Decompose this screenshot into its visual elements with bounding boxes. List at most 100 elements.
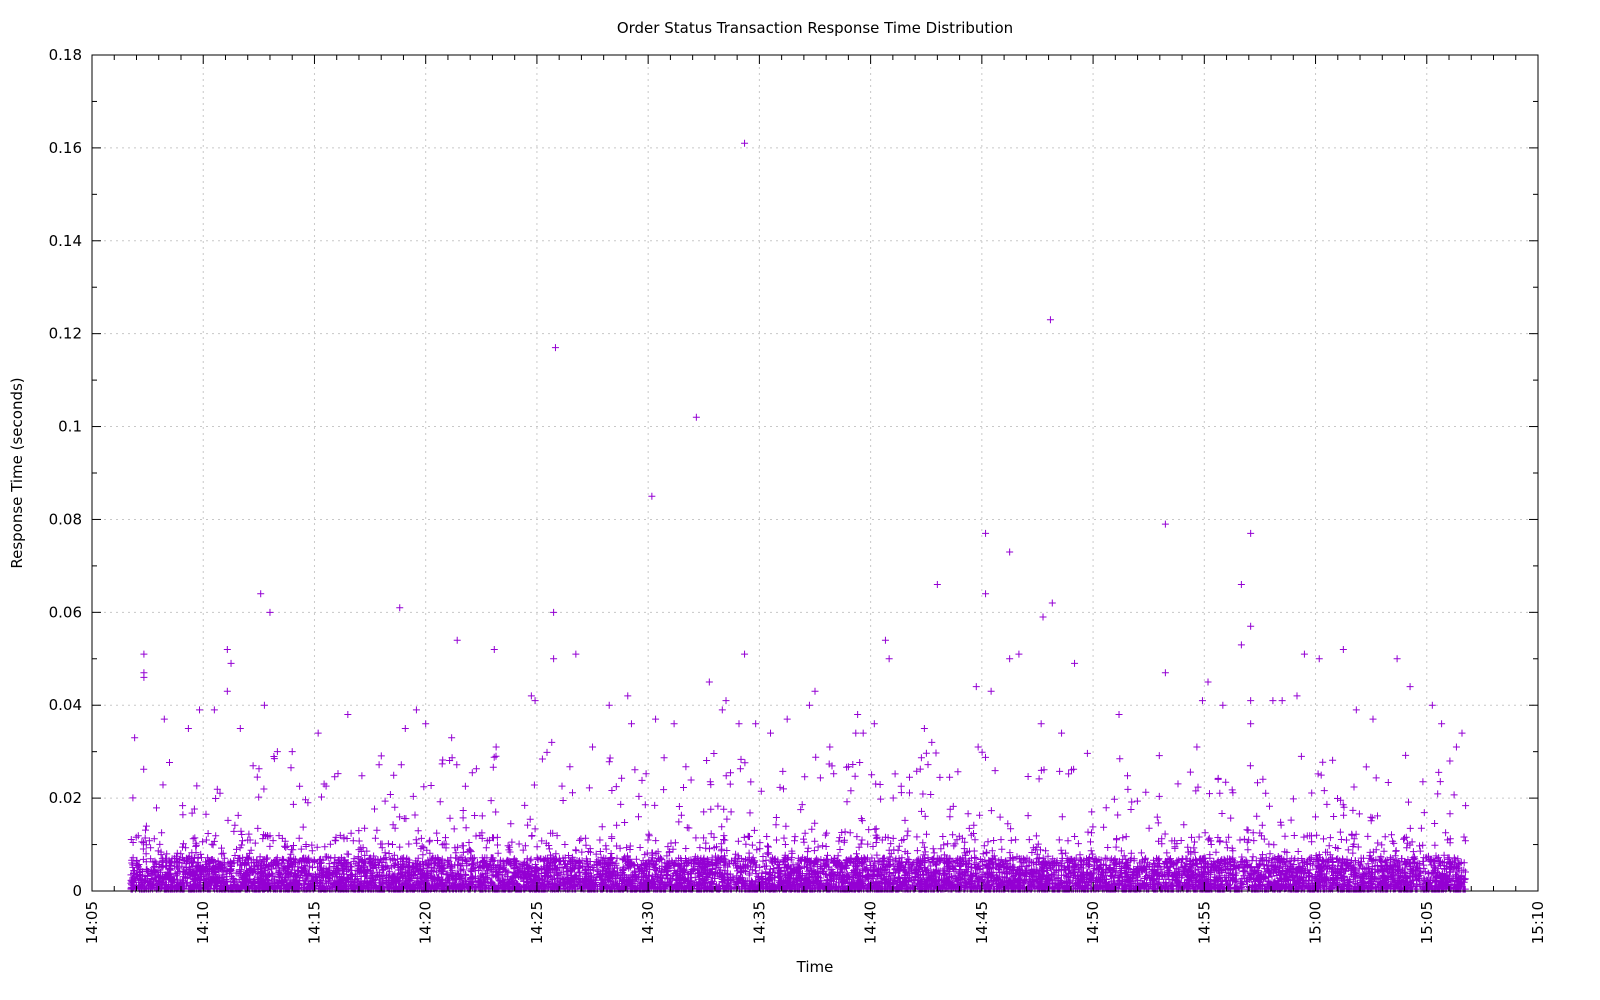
data-point bbox=[1161, 669, 1169, 677]
axis-ticks bbox=[91, 54, 1539, 892]
data-point bbox=[722, 697, 730, 705]
data-point bbox=[1247, 622, 1255, 630]
x-tick-label: 14:25 bbox=[528, 901, 546, 944]
data-point bbox=[652, 715, 660, 723]
data-point bbox=[1458, 729, 1466, 737]
data-point bbox=[1046, 316, 1054, 324]
data-point bbox=[490, 645, 498, 653]
data-point bbox=[589, 743, 597, 751]
data-point bbox=[767, 729, 775, 737]
data-point bbox=[1058, 729, 1066, 737]
data-point bbox=[288, 748, 296, 756]
data-point bbox=[1037, 720, 1045, 728]
y-tick-label: 0.08 bbox=[49, 510, 82, 528]
data-point bbox=[805, 701, 813, 709]
data-point bbox=[670, 720, 678, 728]
x-tick-label: 14:15 bbox=[305, 901, 323, 944]
data-point bbox=[928, 738, 936, 746]
data-point bbox=[1369, 715, 1377, 723]
data-point bbox=[1406, 683, 1414, 691]
data-point bbox=[692, 413, 700, 421]
data-point bbox=[1161, 520, 1169, 528]
data-point bbox=[257, 590, 265, 598]
data-point bbox=[1247, 529, 1255, 537]
data-point bbox=[920, 724, 928, 732]
x-tick-label: 14:45 bbox=[973, 901, 991, 944]
y-tick-label: 0.06 bbox=[49, 603, 82, 621]
data-point bbox=[1193, 743, 1201, 751]
data-point bbox=[1247, 697, 1255, 705]
x-tick-label: 15:00 bbox=[1307, 901, 1325, 944]
data-point bbox=[870, 720, 878, 728]
x-axis-label: Time bbox=[796, 958, 834, 976]
x-tick-label: 14:10 bbox=[194, 901, 212, 944]
x-tick-label: 14:55 bbox=[1195, 901, 1213, 944]
data-point bbox=[1115, 711, 1123, 719]
data-point bbox=[885, 655, 893, 663]
data-point bbox=[852, 729, 860, 737]
data-point bbox=[648, 492, 656, 500]
data-point bbox=[854, 711, 862, 719]
y-tick-label: 0.02 bbox=[49, 789, 82, 807]
y-tick-label: 0 bbox=[72, 882, 82, 900]
data-point bbox=[741, 650, 749, 658]
data-point bbox=[184, 724, 192, 732]
chart-title: Order Status Transaction Response Time D… bbox=[617, 19, 1013, 37]
data-point bbox=[396, 604, 404, 612]
data-point bbox=[223, 645, 231, 653]
data-point bbox=[741, 139, 749, 147]
data-point bbox=[1293, 692, 1301, 700]
data-point bbox=[196, 706, 204, 714]
data-point bbox=[266, 608, 274, 616]
data-point bbox=[1204, 678, 1212, 686]
y-tick-label: 0.1 bbox=[58, 418, 82, 436]
data-point bbox=[1428, 701, 1436, 709]
x-tick-label: 14:05 bbox=[83, 901, 101, 944]
data-point bbox=[982, 529, 990, 537]
data-point bbox=[718, 706, 726, 714]
data-point bbox=[881, 636, 889, 644]
data-point bbox=[974, 743, 982, 751]
data-point bbox=[210, 706, 218, 714]
data-point bbox=[1339, 645, 1347, 653]
data-point bbox=[260, 701, 268, 709]
data-point bbox=[1237, 580, 1245, 588]
x-tick-label: 14:20 bbox=[417, 901, 435, 944]
x-tick-label: 14:50 bbox=[1084, 901, 1102, 944]
data-point bbox=[859, 729, 867, 737]
data-point bbox=[987, 687, 995, 695]
data-point bbox=[826, 743, 834, 751]
data-points bbox=[127, 139, 1470, 893]
data-point bbox=[344, 711, 352, 719]
x-tick-label: 15:10 bbox=[1529, 901, 1547, 944]
data-point bbox=[160, 715, 168, 723]
data-point bbox=[605, 701, 613, 709]
plot-frame bbox=[91, 54, 1539, 892]
data-point bbox=[140, 673, 148, 681]
data-point bbox=[531, 697, 539, 705]
data-point bbox=[1198, 697, 1206, 705]
data-point bbox=[624, 692, 632, 700]
data-point bbox=[492, 743, 500, 751]
data-point bbox=[273, 748, 281, 756]
data-point bbox=[1039, 613, 1047, 621]
data-point bbox=[131, 734, 139, 742]
data-point bbox=[236, 724, 244, 732]
data-point bbox=[783, 715, 791, 723]
data-point bbox=[1006, 548, 1014, 556]
data-point bbox=[1219, 701, 1227, 709]
data-point bbox=[227, 659, 235, 667]
data-point bbox=[972, 683, 980, 691]
y-tick-label: 0.04 bbox=[49, 696, 82, 714]
data-point bbox=[1015, 650, 1023, 658]
data-point bbox=[223, 687, 231, 695]
data-point bbox=[1452, 743, 1460, 751]
data-point bbox=[453, 636, 461, 644]
grid-lines bbox=[92, 55, 1538, 891]
y-tick-label: 0.12 bbox=[49, 325, 82, 343]
y-tick-label: 0.18 bbox=[49, 46, 82, 64]
x-tick-label: 14:40 bbox=[862, 901, 880, 944]
data-point bbox=[572, 650, 580, 658]
data-point bbox=[548, 738, 556, 746]
